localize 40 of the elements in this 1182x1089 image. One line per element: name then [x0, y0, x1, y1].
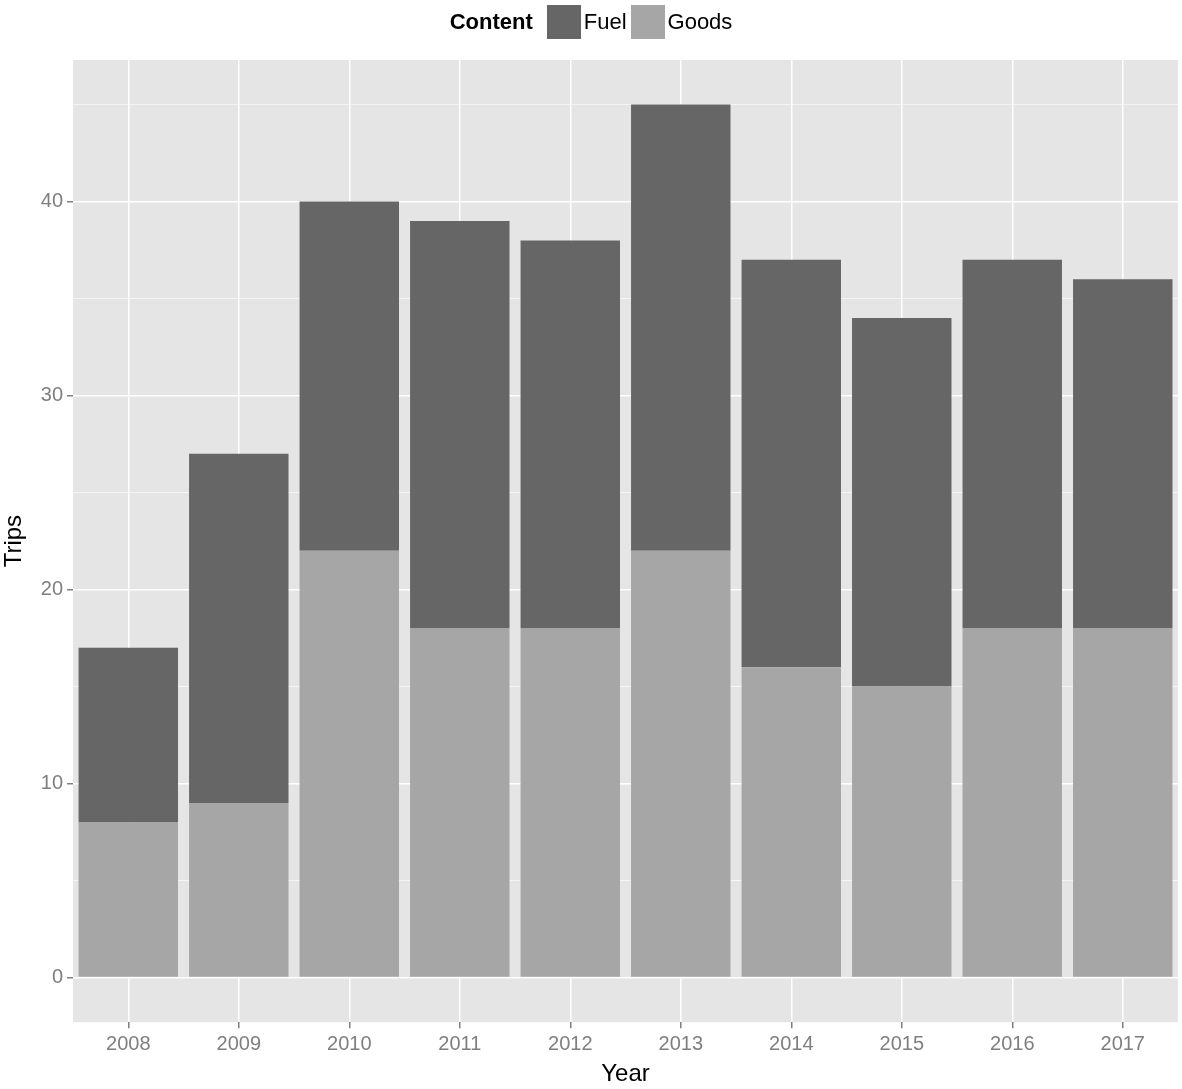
x-tick-label: 2012: [548, 1031, 593, 1054]
legend-title: Content: [449, 9, 533, 35]
bar: [520, 240, 620, 629]
bar: [1073, 628, 1173, 977]
bar: [741, 667, 841, 977]
y-tick-label: 40: [40, 189, 64, 212]
x-tick-label: 2008: [106, 1031, 151, 1054]
bar: [631, 550, 731, 977]
y-axis-title: Trips: [0, 514, 27, 568]
bar: [852, 686, 952, 977]
bar: [631, 104, 731, 551]
y-tick-label: 20: [40, 577, 64, 600]
legend-label: Goods: [667, 9, 733, 35]
x-tick-label: 2014: [769, 1031, 814, 1054]
y-tick-label: 0: [51, 965, 64, 988]
legend-label: Fuel: [583, 9, 627, 35]
x-tick-label: 2010: [327, 1031, 372, 1054]
bar: [189, 802, 289, 977]
bar: [852, 318, 952, 687]
bar: [741, 259, 841, 668]
bar: [299, 201, 400, 551]
bar: [78, 647, 179, 823]
bar: [962, 259, 1062, 629]
x-tick-label: 2016: [990, 1031, 1035, 1054]
bar: [962, 628, 1062, 977]
bar: [299, 550, 400, 977]
bar: [1073, 279, 1173, 629]
x-tick-label: 2013: [658, 1031, 704, 1054]
bar: [189, 453, 289, 803]
x-tick-label: 2017: [1100, 1031, 1145, 1054]
y-tick-label: 30: [40, 383, 64, 406]
bar: [520, 628, 620, 977]
x-axis-title: Year: [601, 1059, 650, 1087]
bar: [410, 628, 510, 977]
bar: [410, 221, 510, 629]
bar: [78, 822, 179, 977]
x-tick-label: 2009: [216, 1031, 262, 1054]
x-tick-label: 2015: [879, 1031, 925, 1054]
y-tick-label: 10: [40, 771, 64, 794]
x-tick-label: 2011: [438, 1031, 482, 1054]
